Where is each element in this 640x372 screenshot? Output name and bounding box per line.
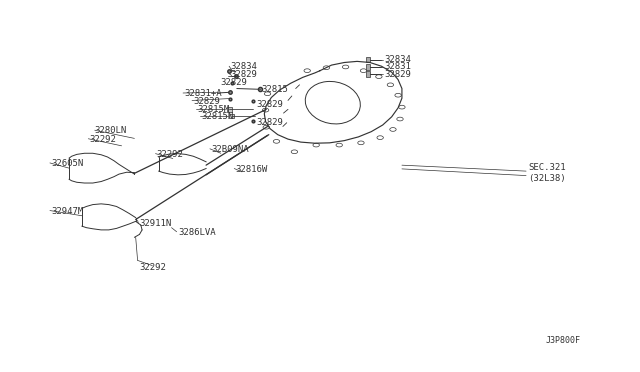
Text: 32829: 32829 (193, 97, 220, 106)
Text: 32911N: 32911N (140, 219, 172, 228)
Bar (366, 57, 370, 62)
Text: 32829: 32829 (221, 78, 248, 87)
Text: 32605N: 32605N (51, 159, 83, 168)
Text: 32815N: 32815N (202, 112, 234, 121)
Text: 32947M: 32947M (51, 207, 83, 216)
Text: 3286LVA: 3286LVA (178, 228, 216, 237)
Bar (227, 107, 232, 112)
Text: 32292: 32292 (90, 135, 116, 144)
Text: 32815: 32815 (261, 85, 288, 94)
Text: 3280LN: 3280LN (95, 126, 127, 135)
Text: 32834: 32834 (230, 62, 257, 71)
Text: 32834: 32834 (384, 55, 411, 64)
Text: 32829: 32829 (230, 70, 257, 79)
Text: SEC.321
(32L38): SEC.321 (32L38) (528, 163, 566, 183)
Text: 32829: 32829 (256, 100, 283, 109)
Text: 32816W: 32816W (236, 165, 268, 174)
Bar (366, 71, 370, 77)
Text: 32B09NA: 32B09NA (211, 145, 249, 154)
Text: 32815M: 32815M (197, 105, 229, 114)
Text: 32831+A: 32831+A (184, 89, 222, 98)
Bar (229, 114, 234, 118)
Text: 32831: 32831 (384, 62, 411, 71)
Text: 32829: 32829 (384, 70, 411, 79)
Text: 32829: 32829 (256, 118, 283, 126)
Text: 32292: 32292 (157, 150, 184, 159)
Bar (366, 64, 370, 70)
Text: J3P800F: J3P800F (546, 336, 580, 345)
Text: 32292: 32292 (139, 263, 166, 272)
